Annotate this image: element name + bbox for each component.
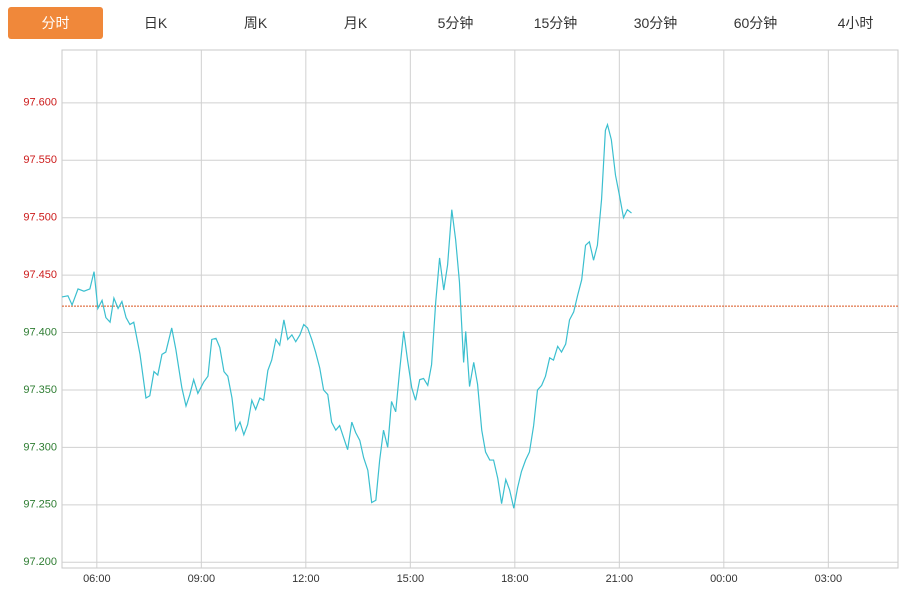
tab[interactable]: 分时 [8, 7, 103, 39]
tab[interactable]: 月K [343, 15, 368, 31]
x-tick-label: 18:00 [501, 573, 529, 585]
tab[interactable]: 日K [143, 15, 168, 31]
y-tick-label: 97.300 [23, 441, 57, 453]
x-tick-label: 15:00 [397, 573, 425, 585]
x-tick-label: 09:00 [188, 573, 216, 585]
tab[interactable]: 5分钟 [437, 15, 474, 31]
tab-bar: 分时 日K 周K 月K 5分钟 15分钟 30分钟 60分钟 4小时 [8, 7, 908, 39]
x-tick-label: 12:00 [292, 573, 320, 585]
x-tick-label: 06:00 [83, 573, 111, 585]
tab[interactable]: 60分钟 [733, 15, 778, 31]
x-tick-label: 03:00 [815, 573, 843, 585]
y-tick-label: 97.600 [23, 97, 57, 109]
x-tick-label: 21:00 [606, 573, 634, 585]
tab[interactable]: 4小时 [837, 15, 874, 31]
y-tick-label: 97.350 [23, 384, 57, 396]
y-tick-label: 97.500 [23, 212, 57, 224]
y-tick-label: 97.250 [23, 499, 57, 511]
y-tick-label: 97.200 [23, 556, 57, 568]
y-tick-label: 97.550 [23, 154, 57, 166]
y-tick-label: 97.450 [23, 269, 57, 281]
x-tick-label: 00:00 [710, 573, 738, 585]
y-tick-label: 97.400 [23, 326, 57, 338]
plot-frame [61, 49, 899, 569]
price-line [61, 122, 632, 509]
tab[interactable]: 15分钟 [533, 15, 578, 31]
tab[interactable]: 周K [243, 15, 268, 31]
tab[interactable]: 30分钟 [633, 15, 678, 31]
